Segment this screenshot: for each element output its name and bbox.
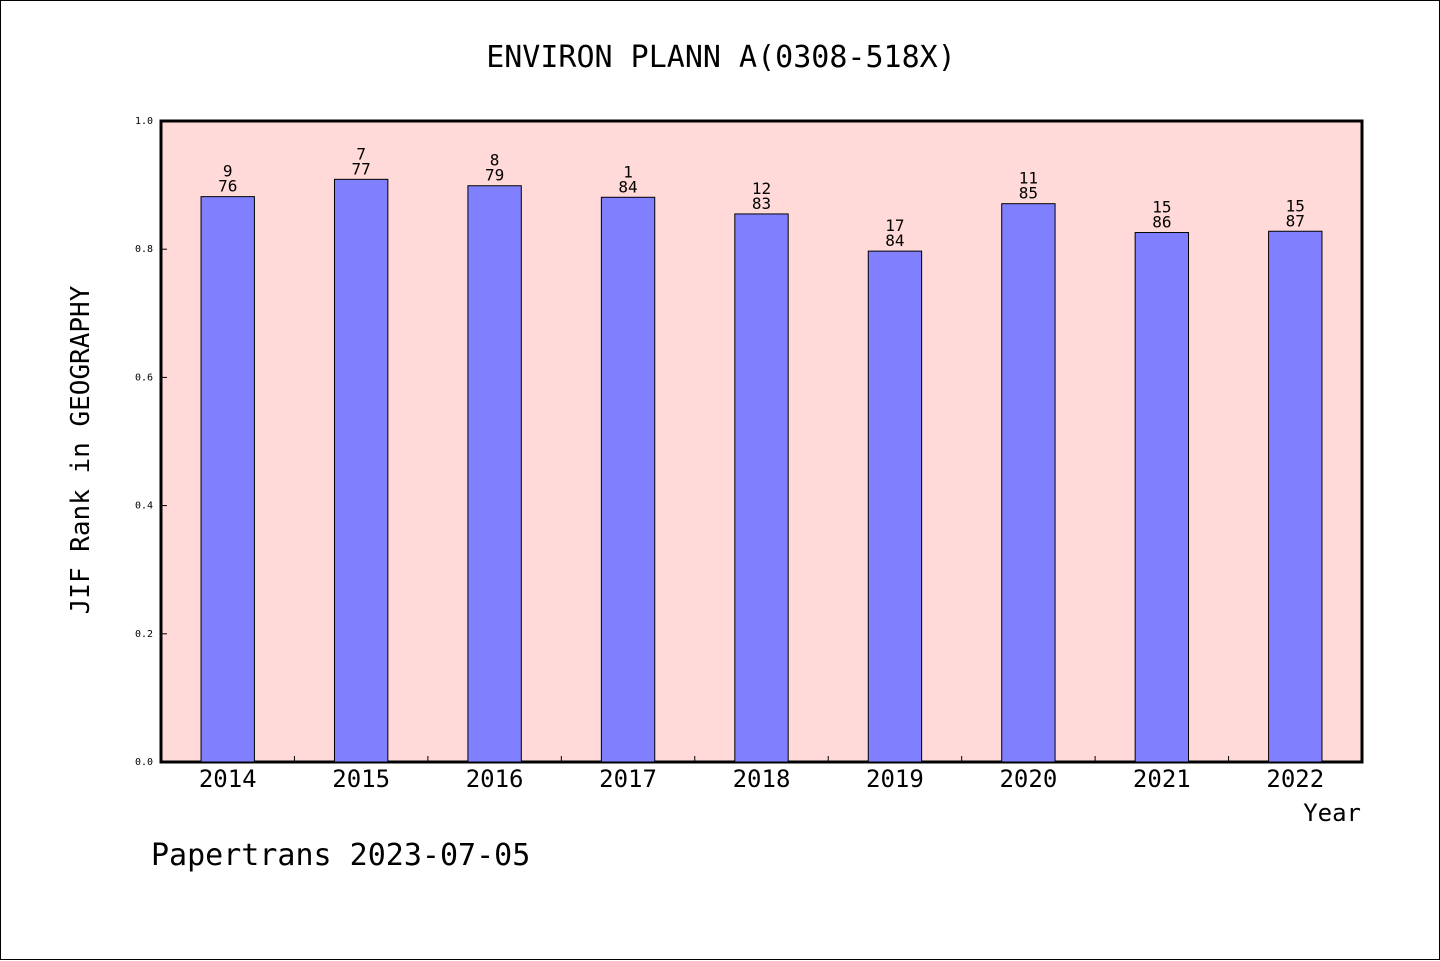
x-tick-label-2015: 2015 bbox=[332, 765, 390, 793]
y-tick-label: 0.6 bbox=[135, 372, 153, 383]
total-label-2014: 76 bbox=[218, 177, 237, 196]
y-tick-label: 0.0 bbox=[135, 757, 153, 768]
total-label-2018: 83 bbox=[752, 194, 771, 213]
x-tick-label-2019: 2019 bbox=[866, 765, 924, 793]
total-label-2015: 77 bbox=[352, 159, 371, 178]
x-axis-label: Year bbox=[1303, 799, 1361, 827]
bar-2016 bbox=[467, 185, 522, 763]
bar-2018 bbox=[734, 213, 789, 763]
rank-label-2020: 11 bbox=[1019, 169, 1038, 188]
bar-2021 bbox=[1134, 232, 1190, 763]
rank-label-2022: 15 bbox=[1286, 196, 1305, 215]
bar-2022 bbox=[1268, 230, 1323, 763]
total-label-2020: 85 bbox=[1019, 184, 1038, 203]
rank-label-2019: 17 bbox=[885, 216, 904, 235]
total-label-2019: 84 bbox=[885, 231, 904, 250]
bar-2017 bbox=[600, 196, 656, 763]
x-tick-label-2022: 2022 bbox=[1266, 765, 1324, 793]
rank-label-2017: 1 bbox=[623, 162, 633, 181]
y-tick-label: 1.0 bbox=[135, 116, 153, 127]
y-axis-label: JIF Rank in GEOGRAPHY bbox=[66, 285, 96, 614]
rank-label-2014: 9 bbox=[223, 162, 233, 181]
bar-2015 bbox=[333, 178, 389, 763]
x-tick-label-2016: 2016 bbox=[466, 765, 524, 793]
total-label-2017: 84 bbox=[618, 177, 637, 196]
total-label-2022: 87 bbox=[1286, 211, 1305, 230]
rank-label-2018: 12 bbox=[752, 179, 771, 198]
x-tick-label-2020: 2020 bbox=[999, 765, 1057, 793]
y-tick-label: 0.4 bbox=[135, 501, 153, 512]
x-axis: 2014 2015 2016 2017 2018 2019 2020 2021 2022 bbox=[199, 756, 1324, 793]
rank-label-2015: 7 bbox=[356, 144, 366, 163]
bar-2020 bbox=[1001, 203, 1056, 763]
y-axis: 0.0 0.2 0.4 0.6 0.8 1.0 bbox=[135, 116, 167, 768]
total-label-2016: 79 bbox=[485, 166, 504, 185]
total-label-2021: 86 bbox=[1152, 213, 1171, 232]
x-tick-label-2014: 2014 bbox=[199, 765, 257, 793]
footer-text: Papertrans 2023-07-05 bbox=[151, 838, 530, 873]
bar-2019 bbox=[867, 250, 923, 763]
x-tick-label-2018: 2018 bbox=[733, 765, 791, 793]
x-tick-label-2017: 2017 bbox=[599, 765, 657, 793]
rank-label-2021: 15 bbox=[1152, 198, 1171, 217]
rank-label-2016: 8 bbox=[490, 151, 500, 170]
x-tick-label-2021: 2021 bbox=[1133, 765, 1191, 793]
y-tick-label: 0.8 bbox=[135, 244, 153, 255]
y-tick-label: 0.2 bbox=[135, 629, 153, 640]
chart-title: ENVIRON PLANN A(0308-518X) bbox=[486, 40, 956, 75]
bars-group bbox=[200, 178, 1323, 763]
bar-2014 bbox=[200, 196, 255, 763]
